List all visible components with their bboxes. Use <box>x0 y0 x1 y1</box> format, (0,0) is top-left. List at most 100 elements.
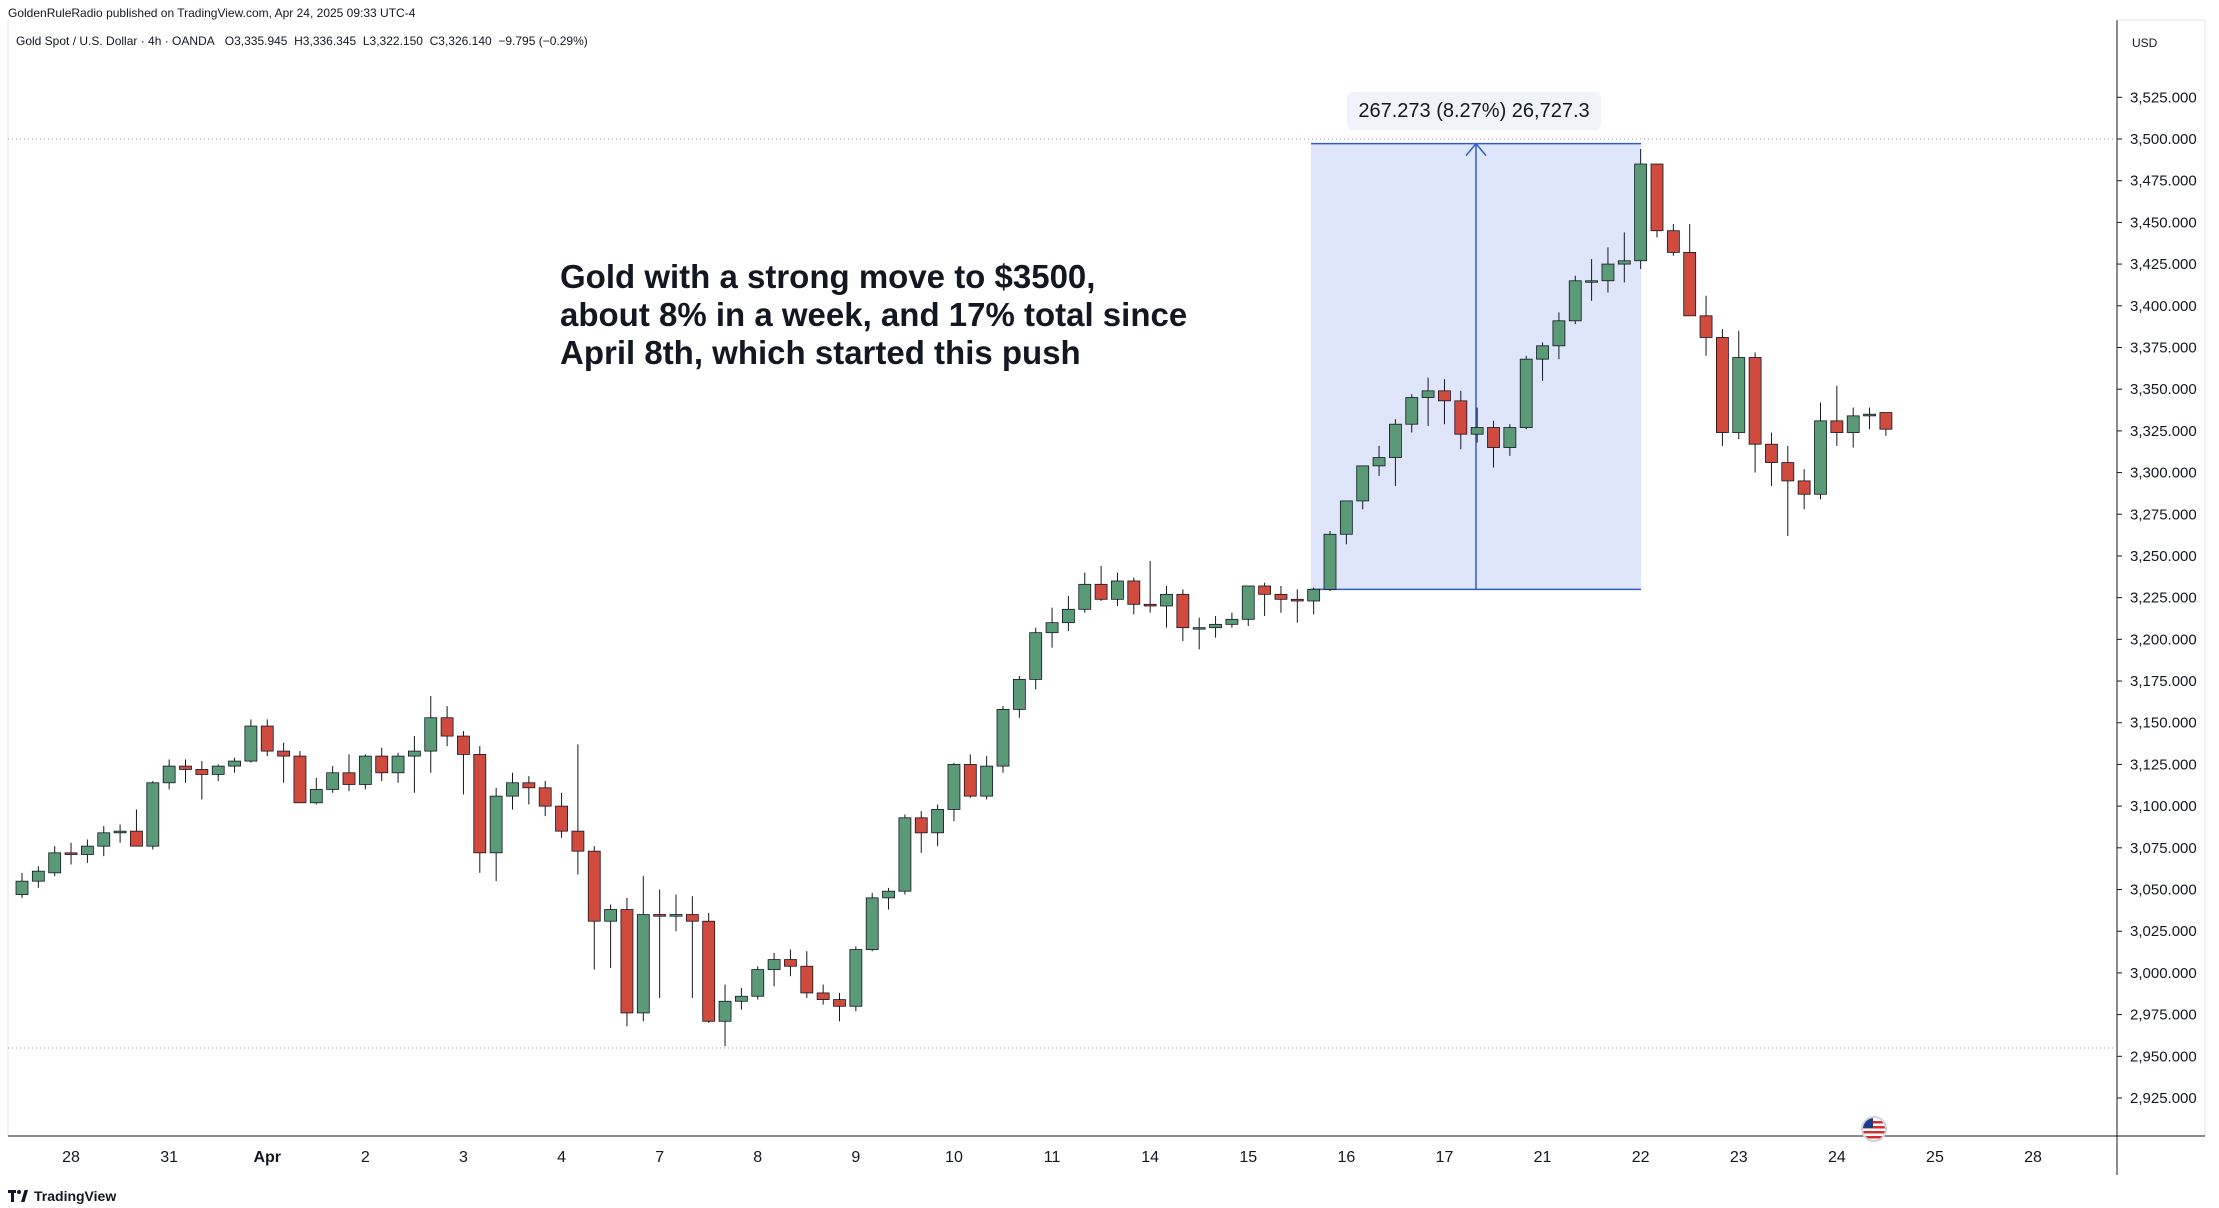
candle-body[interactable] <box>195 769 209 775</box>
candle-body[interactable] <box>1601 263 1615 282</box>
candle-body[interactable] <box>865 897 879 950</box>
candle-body[interactable] <box>587 850 601 922</box>
candle-body[interactable] <box>1045 622 1059 634</box>
candle-body[interactable] <box>31 870 45 882</box>
candle-body[interactable] <box>1781 462 1795 482</box>
candle-body[interactable] <box>1765 443 1778 463</box>
candle-body[interactable] <box>555 805 568 832</box>
candle-body[interactable] <box>130 830 143 847</box>
candle-body[interactable] <box>1438 390 1451 402</box>
candle-body[interactable] <box>358 755 372 785</box>
candle-body[interactable] <box>1339 500 1353 535</box>
candle-body[interactable] <box>1552 320 1566 347</box>
candle-body[interactable] <box>685 914 699 922</box>
candle-body[interactable] <box>1176 593 1190 629</box>
candle-body[interactable] <box>1716 337 1729 433</box>
candle-body[interactable] <box>538 787 552 807</box>
candle-body[interactable] <box>718 1000 732 1022</box>
footer-brand[interactable]: TradingView <box>8 1188 116 1204</box>
candle-body[interactable] <box>620 909 634 1014</box>
candle-body[interactable] <box>784 959 797 967</box>
candle-body[interactable] <box>1536 345 1549 360</box>
candle-body[interactable] <box>293 755 307 804</box>
candle-body[interactable] <box>1372 457 1386 467</box>
candle-body[interactable] <box>1846 415 1860 433</box>
candle-body[interactable] <box>1732 357 1746 433</box>
candle-body[interactable] <box>1634 163 1648 262</box>
chart-annotation-text[interactable]: Gold with a strong move to $3500, about … <box>560 258 1188 371</box>
candle-body[interactable] <box>15 880 29 895</box>
candle-body[interactable] <box>751 969 765 997</box>
candle-body[interactable] <box>1323 533 1337 590</box>
candle-body[interactable] <box>767 959 781 970</box>
candle-body[interactable] <box>1143 603 1157 607</box>
candle-body[interactable] <box>947 764 961 810</box>
candle-body[interactable] <box>816 992 830 1000</box>
candle-body[interactable] <box>162 765 176 784</box>
candle-body[interactable] <box>211 765 225 775</box>
candle-body[interactable] <box>48 852 62 874</box>
candle-body[interactable] <box>244 725 258 762</box>
candle-body[interactable] <box>506 782 519 797</box>
candle-body[interactable] <box>1192 627 1206 630</box>
candle-body[interactable] <box>326 772 340 790</box>
candle-body[interactable] <box>1225 618 1239 625</box>
candle-body[interactable] <box>604 909 617 922</box>
candle-body[interactable] <box>963 764 977 797</box>
candle-body[interactable] <box>179 765 192 770</box>
candle-body[interactable] <box>440 717 454 737</box>
candle-body[interactable] <box>1290 598 1304 602</box>
candle-body[interactable] <box>1241 585 1255 620</box>
candle-body[interactable] <box>407 750 421 757</box>
candle-body[interactable] <box>1454 400 1468 435</box>
candle-body[interactable] <box>1797 480 1811 495</box>
candle-body[interactable] <box>1585 280 1598 283</box>
candle-body[interactable] <box>424 717 438 752</box>
candle-body[interactable] <box>1699 315 1713 338</box>
candle-body[interactable] <box>800 965 814 994</box>
candle-body[interactable] <box>1748 357 1762 445</box>
candle-body[interactable] <box>1879 412 1893 430</box>
candle-body[interactable] <box>735 995 748 1002</box>
candle-body[interactable] <box>1258 585 1271 595</box>
symbol-name[interactable]: Gold Spot / U.S. Dollar · 4h · OANDA <box>16 34 215 48</box>
candle-body[interactable] <box>260 725 274 752</box>
candle-body[interactable] <box>1062 608 1075 624</box>
candle-body[interactable] <box>64 852 78 855</box>
candle-body[interactable] <box>522 782 536 789</box>
candle-body[interactable] <box>702 920 716 1022</box>
candle-body[interactable] <box>113 830 127 834</box>
candle-body[interactable] <box>391 755 405 774</box>
candle-body[interactable] <box>1617 260 1631 265</box>
candle-body[interactable] <box>1029 632 1043 680</box>
candle-body[interactable] <box>636 914 650 1014</box>
candle-body[interactable] <box>931 809 944 834</box>
candle-body[interactable] <box>1519 358 1533 428</box>
currency-label[interactable]: USD <box>2132 36 2158 50</box>
candle-body[interactable] <box>1209 623 1222 629</box>
candle-body[interactable] <box>898 817 912 892</box>
candle-body[interactable] <box>1389 423 1402 458</box>
candle-body[interactable] <box>996 708 1010 767</box>
candle-body[interactable] <box>375 755 389 774</box>
candle-body[interactable] <box>1111 580 1124 600</box>
candle-body[interactable] <box>1666 230 1680 253</box>
candle-body[interactable] <box>1160 593 1173 607</box>
candle-body[interactable] <box>669 914 683 917</box>
candle-body[interactable] <box>1094 583 1108 600</box>
candle-body[interactable] <box>277 750 291 757</box>
candle-body[interactable] <box>653 914 667 917</box>
candle-body[interactable] <box>849 949 863 1007</box>
candle-body[interactable] <box>914 817 928 834</box>
candle-body[interactable] <box>882 890 895 899</box>
candle-body[interactable] <box>1683 252 1697 317</box>
candle-body[interactable] <box>1650 163 1664 232</box>
candle-body[interactable] <box>146 782 160 847</box>
candle-body[interactable] <box>342 772 356 785</box>
candle-body[interactable] <box>980 765 994 797</box>
candle-body[interactable] <box>1503 427 1517 448</box>
candle-body[interactable] <box>1470 427 1484 435</box>
candle-body[interactable] <box>833 999 846 1007</box>
candle-body[interactable] <box>1078 583 1092 610</box>
